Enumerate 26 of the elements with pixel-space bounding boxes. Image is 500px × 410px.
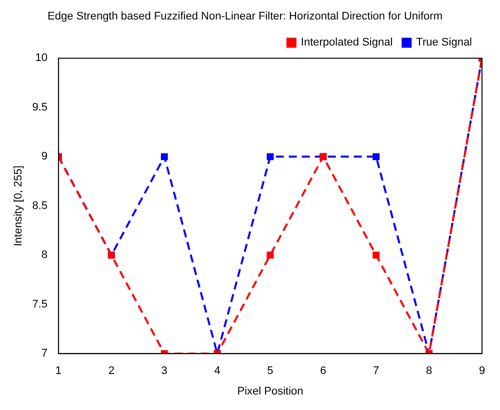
x-tick-label: 7 [373,365,380,378]
y-tick-label: 7 [41,348,48,360]
x-tick-label: 4 [214,365,220,378]
y-tick-label: 8 [41,249,48,262]
x-axis-title: Pixel Position [237,385,304,398]
y-tick-label: 9.5 [32,101,48,114]
point [372,153,380,160]
y-tick-label: 9 [41,150,48,163]
y-axis-title: Intensity [0, 255] [12,166,25,246]
y-tick-label: 7.5 [32,298,48,310]
point [160,153,168,160]
x-tick-label: 3 [161,365,168,378]
x-tick-label: 5 [267,365,274,378]
y-tick-label: 8.5 [32,200,48,212]
x-tick-label: 6 [320,365,326,378]
x-tick-label: 9 [478,365,486,378]
x-tick-label: 1 [55,365,62,378]
x-tick-label: 8 [426,365,432,378]
point [266,252,274,259]
x-tick-label: 2 [108,365,114,378]
y-tick-label: 10 [35,52,48,64]
legend-label: True Signal [416,36,472,49]
legend-label: Interpolated Signal [300,36,393,49]
point [266,153,274,160]
chart-title: Edge Strength based Fuzzified Non-Linear Filter: Horizontal Direction for Uniform [48,10,442,23]
point [372,252,380,259]
